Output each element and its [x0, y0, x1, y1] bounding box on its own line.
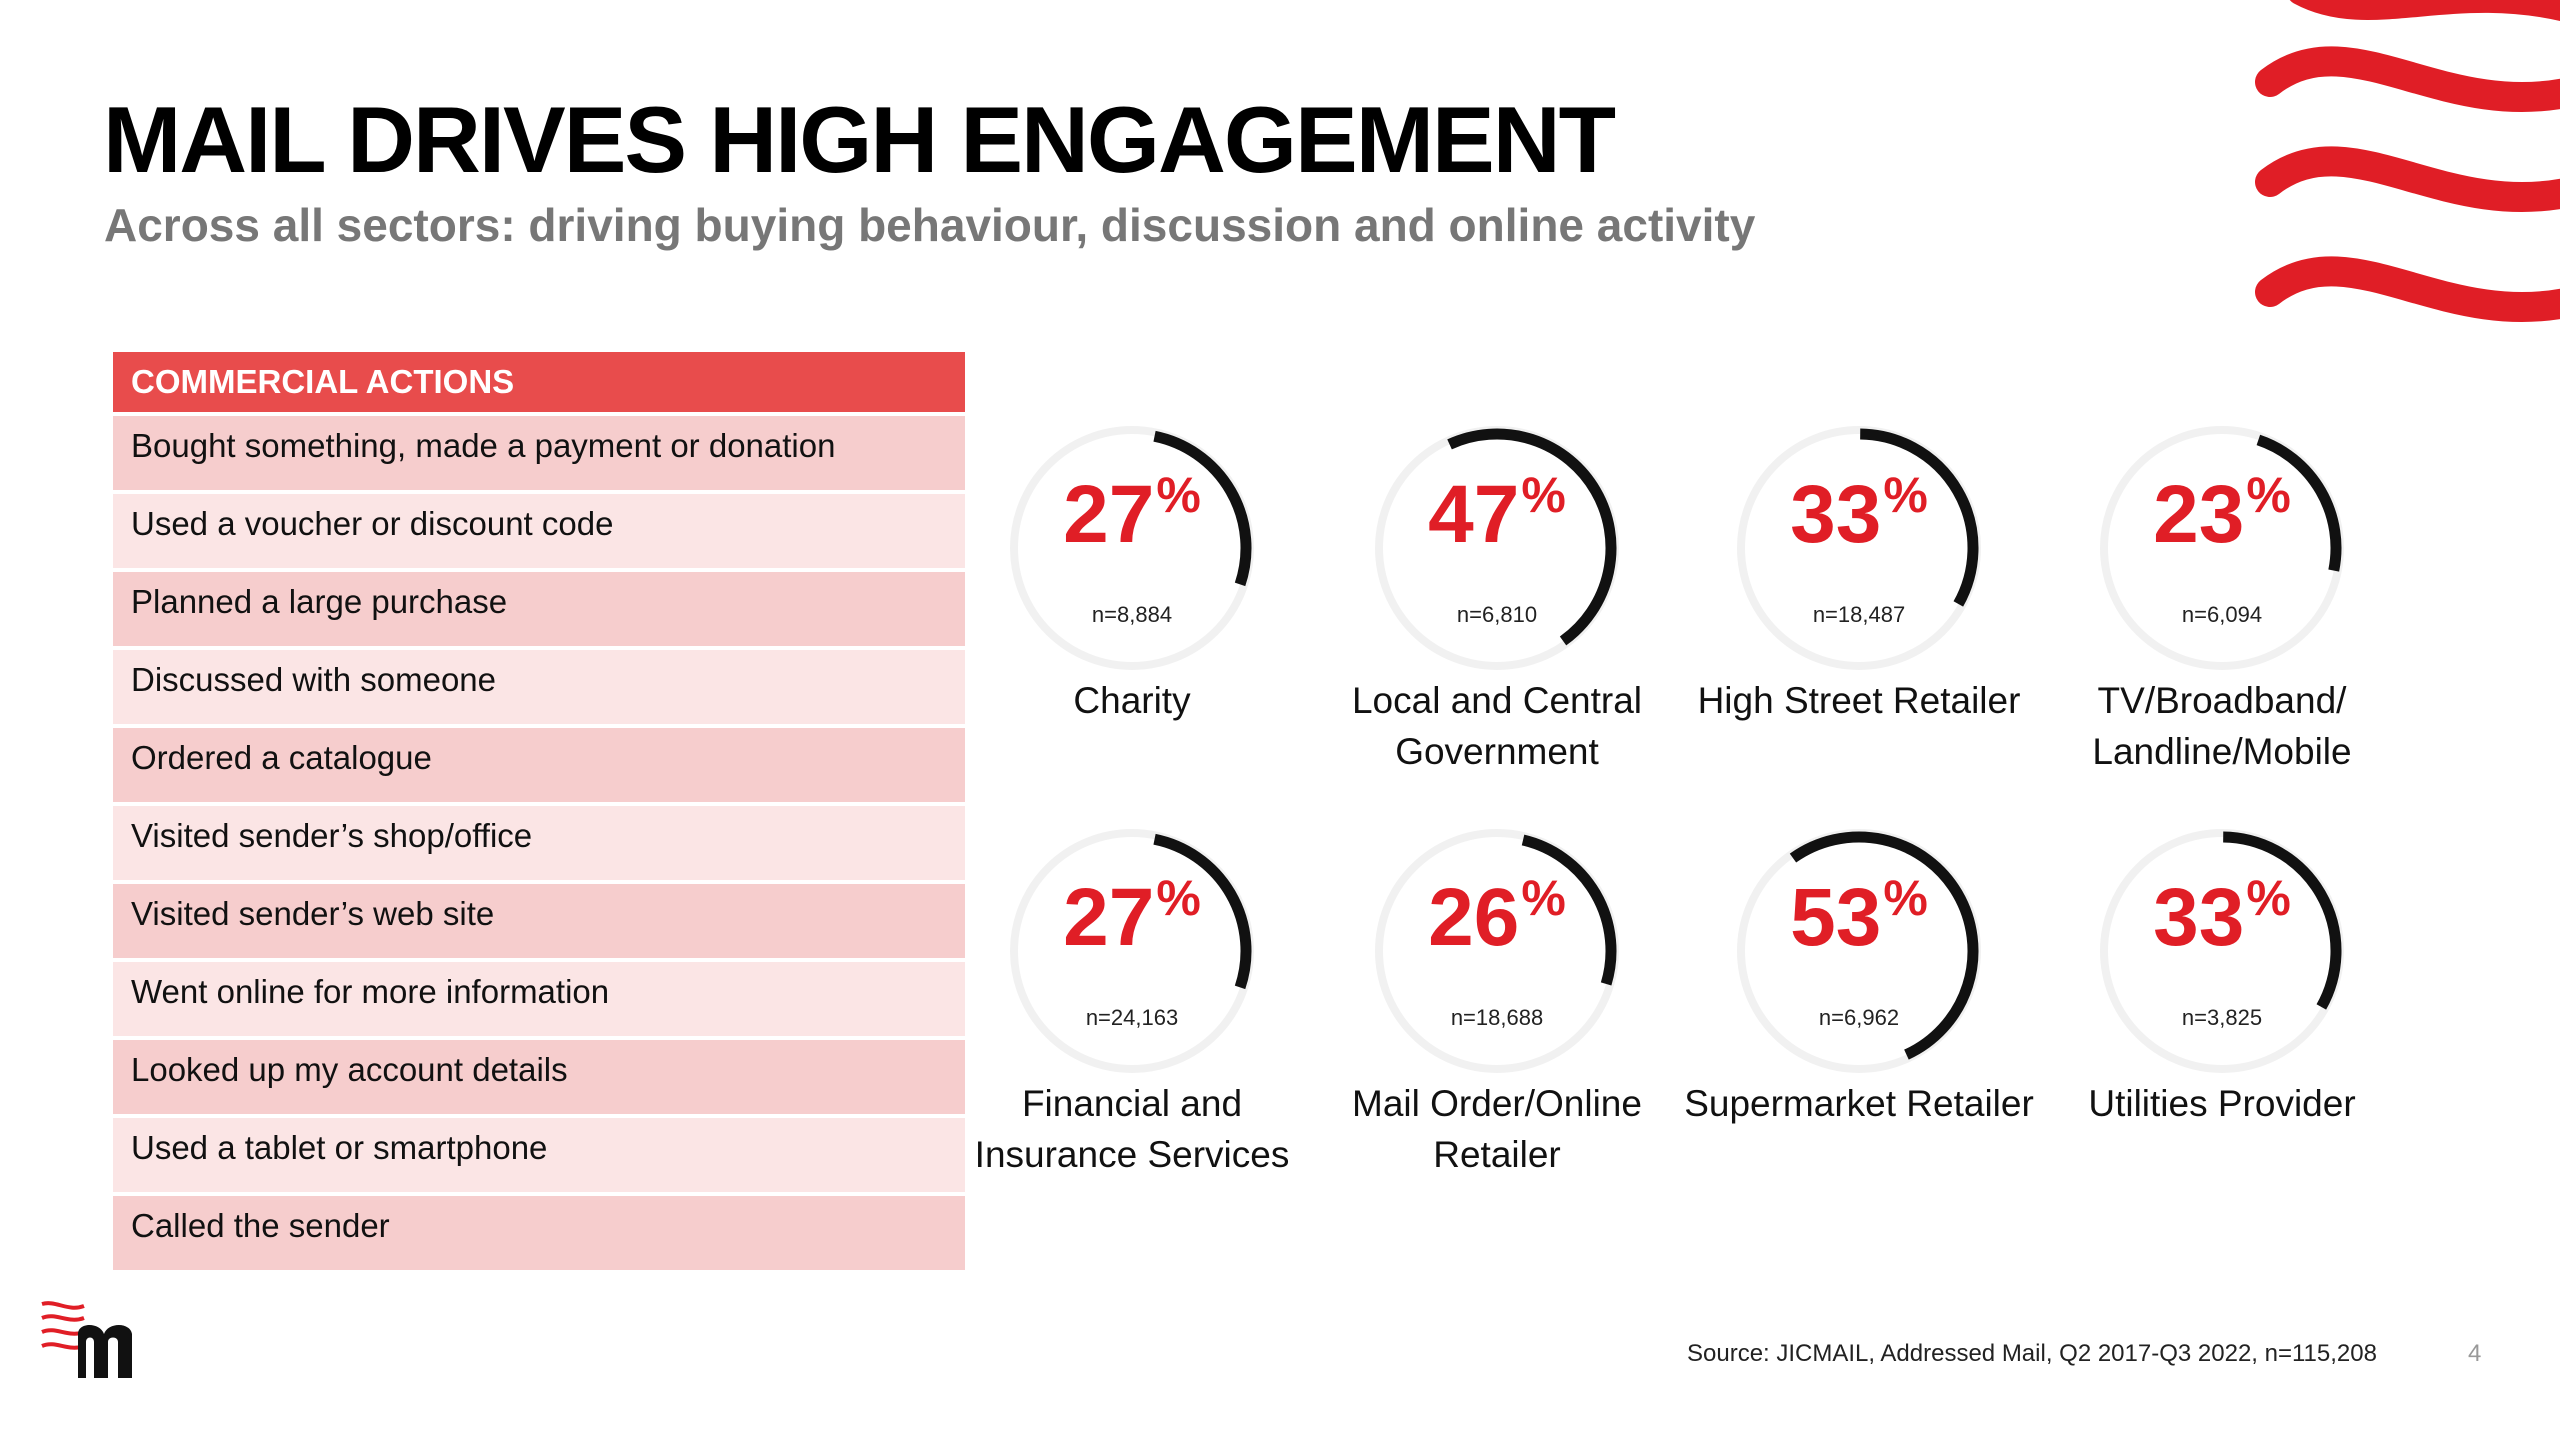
gauge-arc [1860, 428, 1979, 607]
gauge-value: 53% [1727, 873, 1991, 959]
gauge-value-unit: % [1883, 467, 1928, 523]
gauge-arc [1447, 428, 1617, 646]
gauge-value: 27% [1000, 873, 1264, 959]
gauge-ring [1375, 426, 1619, 670]
page-subtitle: Across all sectors: driving buying behav… [104, 199, 1756, 251]
gauge-value-unit: % [2246, 467, 2291, 523]
source-note: Source: JICMAIL, Addressed Mail, Q2 2017… [1687, 1340, 2377, 1367]
gauge-value-unit: % [1156, 467, 1201, 523]
gauge-ring [1010, 829, 1254, 1073]
gauge-value-unit: % [1883, 870, 1928, 926]
gauge-arc [2256, 434, 2342, 572]
gauge-sample-size: n=18,688 [1450, 1005, 1544, 1030]
gauge-ring [1010, 426, 1254, 670]
gauge-value: 23% [2090, 470, 2354, 556]
table-row: Went online for more information [113, 962, 965, 1036]
table-row: Ordered a catalogue [113, 728, 965, 802]
page-number: 4 [2468, 1340, 2482, 1367]
commercial-actions-table: COMMERCIAL ACTIONS Bought something, mad… [113, 352, 965, 1274]
gauge-arc [1789, 831, 1979, 1060]
mail-m-logo-icon [41, 1301, 132, 1378]
sector-gauges: 27% n=8,884 Charity 47% n=6,810 Local and Cen… [975, 400, 2450, 1260]
table-row: Visited sender’s web site [113, 884, 965, 958]
gauge-arc [1153, 833, 1252, 990]
gauge-sample-size: n=6,810 [1456, 602, 1538, 627]
gauge-sample-size: n=6,094 [2181, 602, 2263, 627]
table-row: Used a tablet or smartphone [113, 1118, 965, 1192]
gauge-value-unit: % [2246, 870, 2291, 926]
table-header: COMMERCIAL ACTIONS [113, 352, 965, 412]
red-waves-icon [2255, 0, 2560, 322]
gauge-value-number: 23 [2153, 469, 2245, 560]
page-title: MAIL DRIVES HIGH ENGAGEMENT [103, 87, 1616, 192]
gauge-ring [2100, 829, 2344, 1073]
table-row: Planned a large purchase [113, 572, 965, 646]
gauge-value-number: 27 [1063, 469, 1155, 560]
gauge-ring [1737, 426, 1981, 670]
gauge-label: High Street Retailer [1697, 680, 2021, 721]
gauge-label: Supermarket Retailer [1684, 1083, 2034, 1124]
gauge-ring [1375, 829, 1619, 1073]
gauge-sample-size: n=3,825 [2181, 1005, 2263, 1030]
gauge-value-number: 53 [1790, 872, 1882, 963]
gauge-arc [1153, 430, 1252, 587]
gauge-value-unit: % [1521, 870, 1566, 926]
table-row: Bought something, made a payment or dona… [113, 416, 965, 490]
gauge-ring [1737, 829, 1981, 1073]
gauge-label: Charity [1073, 680, 1191, 721]
gauge-value: 33% [2090, 873, 2354, 959]
gauge-value-number: 33 [1790, 469, 1882, 560]
gauge-value-unit: % [1156, 870, 1201, 926]
gauge-label: Mail Order/Online Retailer [1352, 1083, 1642, 1175]
gauge-value-number: 47 [1428, 469, 1520, 560]
gauge-value-number: 27 [1063, 872, 1155, 963]
gauge-label: TV/Broadband/ Landline/Mobile [2092, 680, 2352, 772]
table-row: Looked up my account details [113, 1040, 965, 1114]
table-row: Visited sender’s shop/office [113, 806, 965, 880]
gauge-label: Utilities Provider [2088, 1083, 2356, 1124]
gauge-value-number: 33 [2153, 872, 2245, 963]
gauge-label: Financial and Insurance Services [974, 1083, 1290, 1175]
gauge-sample-size: n=8,884 [1091, 602, 1173, 627]
gauge-value-number: 26 [1428, 872, 1520, 963]
gauge-sample-size: n=18,487 [1812, 602, 1906, 627]
gauge-sample-size: n=24,163 [1085, 1005, 1179, 1030]
gauge-value: 26% [1365, 873, 1629, 959]
gauge-ring [2100, 426, 2344, 670]
gauge-sample-size: n=6,962 [1818, 1005, 1900, 1030]
gauge-arc [1521, 834, 1617, 986]
gauge-value: 47% [1365, 470, 1629, 556]
gauge-value-unit: % [1521, 467, 1566, 523]
gauge-value: 33% [1727, 470, 1991, 556]
table-row: Used a voucher or discount code [113, 494, 965, 568]
gauge-arc [2223, 831, 2342, 1010]
table-row: Called the sender [113, 1196, 965, 1270]
gauge-value: 27% [1000, 470, 1264, 556]
gauge-label: Local and Central Government [1351, 680, 1643, 772]
table-row: Discussed with someone [113, 650, 965, 724]
